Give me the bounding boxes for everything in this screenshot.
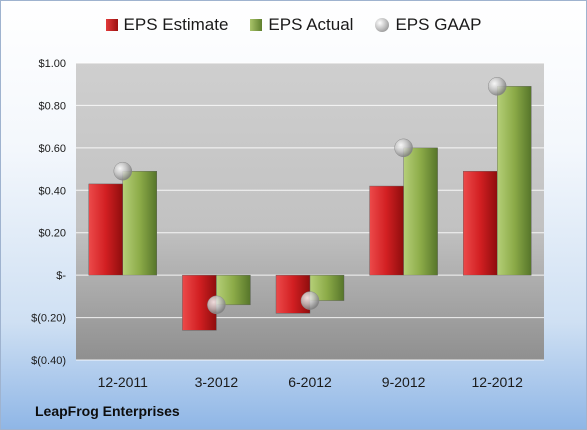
marker-eps-gaap (300, 291, 320, 310)
bar-eps-actual (122, 170, 158, 276)
marker-eps-gaap (207, 295, 226, 315)
marker-eps-gaap (487, 77, 507, 96)
x-tick-label: 12-2012 (472, 374, 524, 390)
x-tick-label: 6-2012 (288, 374, 332, 390)
company-name: LeapFrog Enterprises (35, 403, 180, 419)
x-tick-label: 12-2011 (98, 374, 149, 390)
y-tick-label: $1.00 (38, 58, 66, 70)
bar-eps-estimate (88, 183, 124, 276)
bar-eps-estimate (463, 170, 498, 276)
gaap-markers (113, 77, 507, 315)
bar-eps-actual (403, 147, 438, 276)
y-axis-ticks: $1.00 $0.80 $0.60 $0.40 $0.20 $- $(0.20) $(0.40… (31, 58, 66, 367)
x-tick-label: 3-2012 (195, 374, 239, 390)
legend-label-eps-gaap: EPS GAAP (395, 15, 482, 34)
bar-eps-estimate (369, 185, 404, 276)
y-tick-label: $0.80 (38, 100, 66, 112)
bar-eps-actual (497, 86, 532, 276)
legend-item-eps-gaap: EPS GAAP (375, 15, 481, 35)
legend-label-eps-actual: EPS Actual (268, 15, 354, 34)
y-tick-label: $0.20 (38, 228, 66, 240)
y-tick-label: $0.60 (38, 143, 66, 155)
chart-legend: EPS Estimate EPS Actual EPS GAAP (1, 15, 586, 35)
x-axis-ticks: 12-2011 3-2012 6-2012 9-2012 12-2012 (98, 374, 523, 390)
legend-swatch-eps-estimate (105, 19, 118, 31)
legend-swatch-eps-actual (250, 19, 263, 31)
x-tick-label: 9-2012 (382, 374, 426, 390)
y-tick-label: $- (56, 270, 66, 282)
bars (88, 86, 532, 331)
legend-item-eps-actual: EPS Actual (250, 15, 353, 35)
y-tick-label: $(0.20) (31, 313, 66, 325)
marker-eps-gaap (113, 161, 133, 181)
y-tick-label: $(0.40) (31, 355, 66, 367)
legend-label-eps-estimate: EPS Estimate (123, 15, 229, 34)
marker-eps-gaap (394, 138, 413, 158)
legend-swatch-eps-gaap (375, 18, 390, 32)
y-tick-label: $0.40 (38, 185, 66, 197)
legend-item-eps-estimate: EPS Estimate (105, 15, 229, 35)
